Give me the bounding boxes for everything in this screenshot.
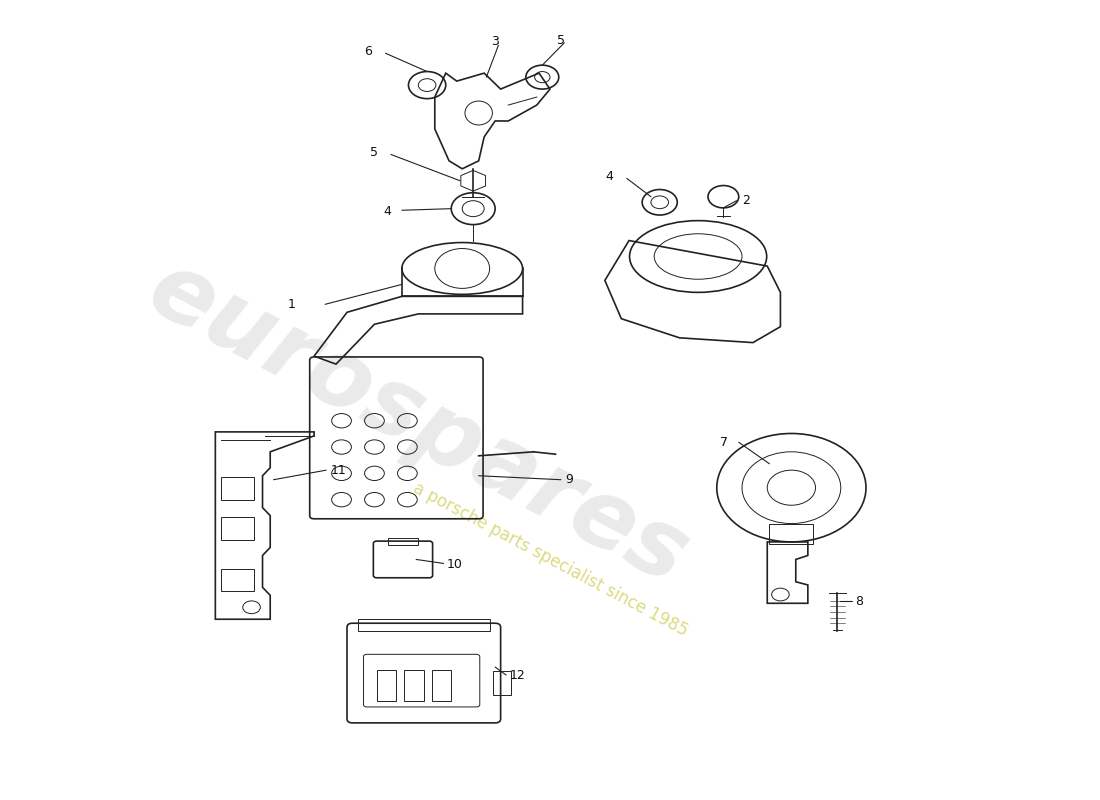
Bar: [431, 670, 451, 701]
Bar: [493, 671, 510, 695]
Text: 9: 9: [565, 474, 573, 486]
Text: 1: 1: [287, 298, 296, 311]
Bar: [358, 619, 490, 631]
Text: a porsche parts specialist since 1985: a porsche parts specialist since 1985: [409, 479, 691, 640]
Bar: [376, 670, 396, 701]
Text: 8: 8: [855, 595, 864, 608]
Text: 4: 4: [606, 170, 614, 183]
Text: 4: 4: [383, 205, 390, 218]
Bar: [221, 517, 254, 539]
Bar: [221, 478, 254, 500]
Bar: [769, 523, 813, 543]
Text: 5: 5: [370, 146, 377, 159]
Text: 5: 5: [557, 34, 565, 47]
Text: 7: 7: [719, 436, 728, 449]
Text: 3: 3: [492, 34, 499, 48]
Bar: [387, 538, 418, 545]
Bar: [221, 569, 254, 591]
Text: 12: 12: [509, 670, 525, 682]
Text: 11: 11: [331, 464, 346, 477]
Bar: [404, 670, 424, 701]
Text: 10: 10: [447, 558, 463, 570]
Text: 2: 2: [742, 194, 750, 207]
Text: 6: 6: [364, 45, 372, 58]
Text: eurospares: eurospares: [133, 243, 704, 605]
